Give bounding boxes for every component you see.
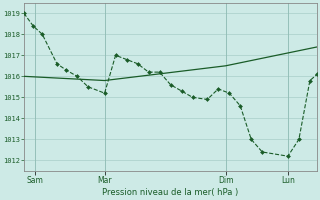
X-axis label: Pression niveau de la mer( hPa ): Pression niveau de la mer( hPa ) — [102, 188, 239, 197]
